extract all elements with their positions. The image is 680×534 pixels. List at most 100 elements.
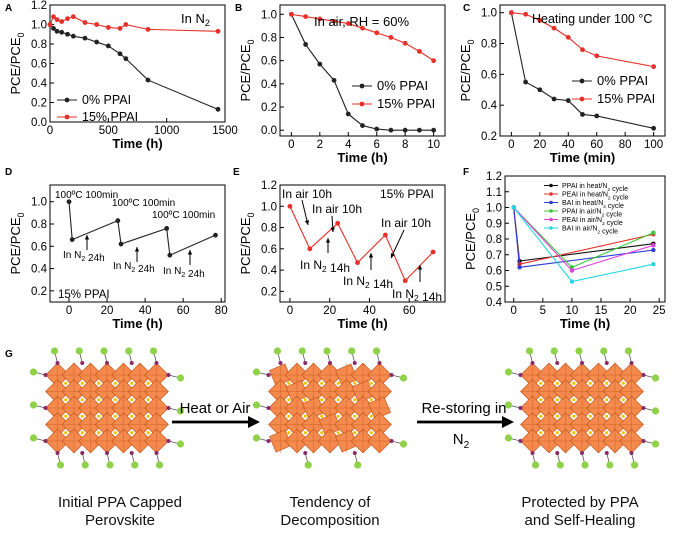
x-tick-label: 8	[402, 139, 408, 151]
y-tick-label: 0.5	[486, 281, 502, 293]
y-tick-label: 0.2	[31, 98, 47, 110]
a-site-ion	[605, 381, 609, 385]
data-point	[54, 17, 60, 23]
data-point	[345, 111, 351, 117]
data-point	[651, 230, 656, 235]
a-site-ion	[555, 414, 559, 418]
caption-decomposition-line1: Tendency of	[289, 494, 371, 511]
y-tick-label: 1.0	[31, 197, 47, 209]
data-point	[517, 265, 522, 270]
a-site-ion	[113, 431, 117, 435]
a-site-ion	[369, 381, 373, 385]
ligand-head	[266, 373, 271, 377]
ligand-tail	[504, 434, 513, 442]
a-site-ion	[572, 431, 576, 435]
y-tick-label: 1.2	[486, 171, 502, 183]
x-tick-label: 6	[374, 139, 380, 151]
data-point	[335, 220, 341, 226]
a-site-ion	[80, 414, 84, 418]
data-point	[123, 22, 129, 27]
data-point	[565, 34, 571, 40]
label-n2-2: In N2 24h	[113, 261, 155, 275]
series-line-0	[290, 14, 434, 131]
y-tick-label: 0.2	[481, 131, 497, 143]
data-point	[651, 247, 656, 253]
y-tick-label: 0.8	[31, 39, 47, 51]
y-axis-label: PCE/PCE0	[238, 212, 256, 274]
x-tick-label: 0	[66, 305, 72, 317]
ligand-tail	[131, 461, 139, 469]
x-tick-label: 0	[287, 305, 293, 317]
data-point	[117, 26, 123, 31]
data-point	[355, 260, 360, 266]
ligand-head	[352, 451, 357, 455]
a-site-ion	[130, 414, 134, 418]
x-tick-label: 10	[566, 305, 579, 317]
data-point	[651, 243, 656, 248]
legend-4-label: PEAI in air/N2 cycle	[562, 217, 623, 227]
y-tick-label: 1.0	[31, 20, 47, 32]
y-tick-label: 1.0	[486, 203, 502, 215]
ligand-head	[328, 361, 332, 365]
data-point	[105, 43, 111, 49]
a-site-ion	[336, 398, 340, 402]
ligand-head	[166, 406, 171, 410]
a-site-ion	[369, 414, 373, 418]
arrow-restoring-label-line1: Re-storing in	[421, 400, 506, 417]
ligand-tail	[252, 368, 261, 376]
data-point	[537, 87, 543, 93]
arrow-restoring-head	[502, 416, 514, 428]
data-point	[69, 237, 75, 243]
a-site-ion	[572, 398, 576, 402]
ligand-tail	[651, 440, 660, 448]
arrow-heat-or-air-head	[248, 416, 260, 428]
ligand-head	[266, 406, 271, 410]
data-point	[651, 125, 657, 131]
a-site-ion	[97, 381, 101, 385]
data-point	[65, 16, 70, 22]
legend-0-label: 0% PPAI	[82, 93, 131, 107]
data-point	[402, 127, 408, 133]
a-site-ion	[130, 381, 134, 385]
a-site-ion	[146, 381, 150, 385]
ligand-tail	[252, 434, 261, 442]
ligand-head	[166, 373, 171, 377]
data-point	[569, 279, 575, 284]
data-point	[54, 28, 60, 34]
a-site-ion	[130, 431, 134, 435]
ligand-tail	[81, 461, 89, 469]
arrow-n2-2-head	[134, 247, 140, 252]
label-air-3: In air 10h	[381, 216, 431, 230]
ligand-head	[629, 361, 634, 365]
panel-letter: E	[233, 167, 240, 178]
panel-d: D 0 20 40 60 80 0.2 0.4 0.6 0.8 1.0 Time (h) PCE/PCE…	[5, 167, 228, 331]
plot-frame	[279, 184, 446, 303]
x-tick-label: 2	[317, 139, 323, 151]
y-tick-label: 0.6	[31, 59, 47, 71]
arrow-air-2-head	[330, 227, 335, 232]
annotation: 15% PPAI	[380, 187, 434, 201]
data-point	[345, 21, 351, 26]
x-tick-label: 4	[345, 139, 352, 151]
y-tick-label: 0.8	[31, 219, 47, 231]
x-axis-label: Time (h)	[337, 316, 387, 331]
ligand-head	[129, 361, 134, 365]
data-point	[331, 77, 337, 83]
ligand-tail	[525, 347, 534, 355]
y-tick-label: 0.0	[31, 117, 47, 129]
annotation: In air, RH = 60%	[314, 14, 409, 29]
data-point	[317, 16, 323, 22]
a-site-ion	[64, 414, 68, 418]
legend-1-label: 15% PPAI	[597, 91, 655, 106]
data-point	[580, 47, 585, 53]
label-n2-2: In N2 14h	[343, 274, 393, 291]
x-tick-label: 10	[427, 139, 440, 151]
ligand-head	[629, 451, 634, 455]
data-point	[213, 232, 218, 238]
y-tick-label: 1.0	[261, 9, 277, 21]
caption-self-healing: Protected by PPA and Self-Healing	[485, 494, 675, 530]
x-tick-label: 0	[47, 125, 53, 137]
data-point	[115, 218, 121, 224]
a-site-ion	[336, 414, 340, 418]
